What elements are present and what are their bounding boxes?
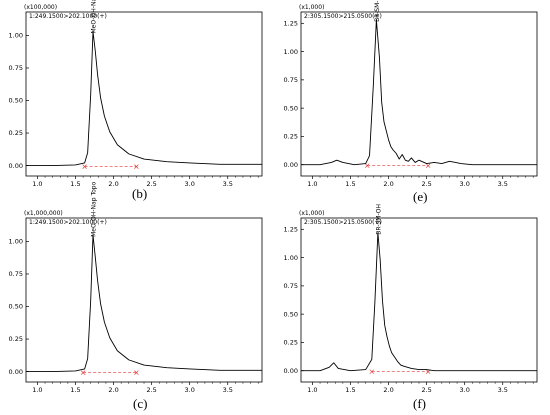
baseline-marker [364,163,370,168]
plot-frame [300,11,538,177]
x-tick-label: 1.5 [345,180,355,188]
x-tick-label: 1.5 [70,180,80,188]
trace-label: 1:249.1500>202.1000(+) [29,13,107,20]
chart-svg: (x100,000) 1:249.1500>202.1000(+) 0.00 0.25… [9,0,263,188]
y-tick-label: 0.00 [284,161,298,169]
x-tick-label: 3.0 [185,180,195,188]
panel-caption-f: (f) [413,396,426,411]
chart-svg: (x1,000,000) 1:249.1500>202.1000(+) 0.00 0.… [9,181,263,394]
baseline-marker [425,163,431,168]
baseline-marker [369,369,375,374]
x-tick-label: 2.5 [421,180,431,188]
y-tick-label: 1.25 [284,226,298,234]
trace-label: 2:305.1500>215.0500(+) [304,13,382,20]
plot-frame [25,217,263,383]
y-tick-label: 0.25 [9,129,23,137]
scale-label: (x1,000) [299,4,324,11]
x-tick-label: 1.0 [307,386,317,394]
chromatogram-panel-f: (x1,000) 2:305.1500>215.0500(+) 0.00 0.25 0.… [275,204,545,396]
x-tick-label: 3.0 [185,386,195,394]
x-tick-label: 1.5 [70,386,80,394]
chromatogram-trace [26,31,262,167]
x-tick-label: 2.5 [146,180,156,188]
y-tick-label: 0.50 [9,97,23,105]
panel-caption-c: (c) [133,396,148,411]
x-tick-label: 2.5 [421,386,431,394]
x-tick-label: 3.0 [460,180,470,188]
chromatogram-trace [26,234,262,373]
panel-caption-b: (b) [132,186,148,201]
y-tick-label: 0.50 [284,310,298,318]
y-tick-label: 0.75 [284,282,298,290]
x-tick-label: 1.0 [32,180,42,188]
x-tick-label: 1.0 [307,180,317,188]
scale-label: (x100,000) [24,4,57,11]
x-tick-label: 1.5 [345,386,355,394]
trace-label: 2:305.1500>215.0500(+) [304,219,382,226]
y-tick-label: 0.75 [284,76,298,84]
chromatogram-trace [301,19,537,166]
y-tick-label: 0.00 [284,367,298,375]
peak-label: MeO-OH-Nap Topo [90,0,97,34]
y-tick-label: 0.75 [9,270,23,278]
y-tick-label: 0.25 [9,335,23,343]
scale-label: (x1,000,000) [24,210,63,217]
x-tick-label: 3.0 [460,386,470,394]
trace-label: 1:249.1500>202.1000(+) [29,219,107,226]
peak-label: BR-SM-OH [374,0,381,22]
y-tick-label: 1.00 [284,48,298,56]
plot-frame [300,217,538,383]
peak-label: BR-SM-OH [375,204,382,235]
y-tick-label: 0.00 [9,368,23,376]
chromatogram-trace [301,232,537,372]
y-tick-label: 0.25 [284,339,298,347]
chromatogram-panel-e: (x1,000) 2:305.1500>215.0500(+) 0.00 0.25 0.… [275,0,545,190]
y-tick-label: 0.00 [9,162,23,170]
chart-svg: (x1,000) 2:305.1500>215.0500(+) 0.00 0.25 0.… [284,204,538,394]
scale-label: (x1,000) [299,210,324,217]
baseline-marker [80,370,86,375]
x-tick-label: 3.5 [498,386,508,394]
y-tick-label: 0.75 [9,64,23,72]
x-tick-label: 2.5 [146,386,156,394]
baseline-marker [82,164,87,169]
y-tick-label: 1.00 [284,254,298,262]
plot-frame [25,11,263,177]
x-tick-label: 3.5 [223,180,233,188]
x-tick-label: 3.5 [498,180,508,188]
y-tick-label: 0.50 [9,303,23,311]
x-tick-label: 2.0 [108,180,118,188]
y-tick-label: 1.00 [9,238,23,246]
y-tick-label: 0.25 [284,133,298,141]
x-tick-label: 2.0 [383,180,393,188]
y-tick-label: 0.50 [284,104,298,112]
peak-label: MeO-OH-Nap Topo [90,181,97,236]
chromatogram-panel-b: (x100,000) 1:249.1500>202.1000(+) 0.00 0.25… [0,0,270,190]
baseline-marker [134,164,139,169]
chart-svg: (x1,000) 2:305.1500>215.0500(+) 0.00 0.25 0.… [284,0,538,188]
panel-caption-e: (e) [413,189,428,204]
x-tick-label: 1.0 [32,386,42,394]
y-tick-label: 1.25 [284,20,298,28]
x-tick-label: 2.0 [108,386,118,394]
baseline-marker [134,370,139,375]
y-tick-label: 1.00 [9,32,23,40]
x-tick-label: 3.5 [223,386,233,394]
chromatogram-panel-c: (x1,000,000) 1:249.1500>202.1000(+) 0.00 0.… [0,181,270,396]
x-tick-label: 2.0 [383,386,393,394]
